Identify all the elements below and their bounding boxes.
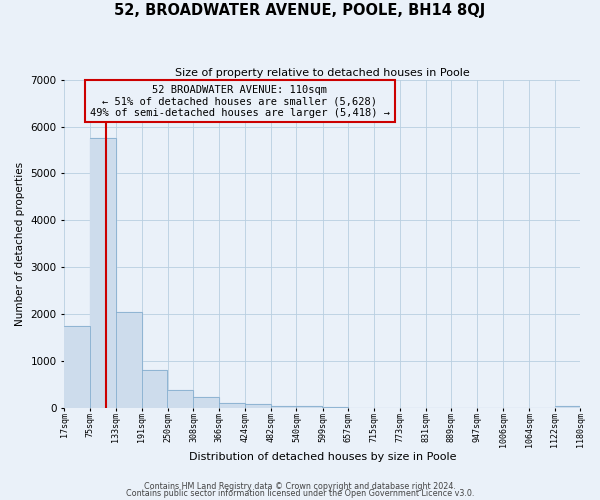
Text: 52 BROADWATER AVENUE: 110sqm
← 51% of detached houses are smaller (5,628)
49% of: 52 BROADWATER AVENUE: 110sqm ← 51% of de… [90,84,390,118]
Polygon shape [193,397,219,408]
Text: Contains public sector information licensed under the Open Government Licence v3: Contains public sector information licen… [126,490,474,498]
X-axis label: Distribution of detached houses by size in Poole: Distribution of detached houses by size … [188,452,456,462]
Polygon shape [142,370,167,408]
Polygon shape [271,406,296,408]
Polygon shape [555,406,580,408]
Title: Size of property relative to detached houses in Poole: Size of property relative to detached ho… [175,68,470,78]
Polygon shape [245,404,271,408]
Y-axis label: Number of detached properties: Number of detached properties [15,162,25,326]
Polygon shape [64,326,90,408]
Polygon shape [116,312,142,408]
Polygon shape [296,406,322,408]
Polygon shape [219,402,245,408]
Polygon shape [168,390,193,408]
Text: 52, BROADWATER AVENUE, POOLE, BH14 8QJ: 52, BROADWATER AVENUE, POOLE, BH14 8QJ [115,2,485,18]
Text: Contains HM Land Registry data © Crown copyright and database right 2024.: Contains HM Land Registry data © Crown c… [144,482,456,491]
Polygon shape [90,138,116,408]
